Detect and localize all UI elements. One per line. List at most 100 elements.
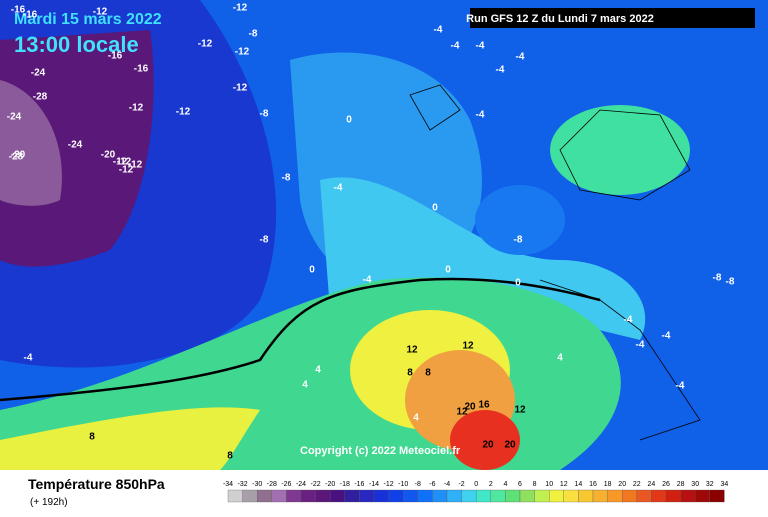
scale-cell <box>461 489 477 503</box>
scale-cell <box>344 489 360 503</box>
forecast-time: 13:00 locale <box>14 32 139 57</box>
scale-label: 20 <box>618 481 626 488</box>
scale-label: 26 <box>662 481 670 488</box>
scale-cell <box>388 489 404 503</box>
contour-label: -8 <box>713 273 722 284</box>
scale-label: 28 <box>677 481 685 488</box>
contour-label: 8 <box>227 451 233 462</box>
scale-cell <box>446 489 462 503</box>
scale-label: -8 <box>415 481 421 488</box>
scale-cell <box>271 489 287 503</box>
scale-cell <box>651 489 667 503</box>
contour-label: -8 <box>249 29 258 40</box>
footer-title: Température 850hPa <box>28 476 165 492</box>
contour-label: -28 <box>9 152 24 163</box>
scale-label: 8 <box>533 481 537 488</box>
contour-label: -4 <box>496 65 505 76</box>
contour-label: -12 <box>128 160 143 171</box>
mild-area-east <box>550 105 690 195</box>
contour-label: -8 <box>282 173 291 184</box>
scale-cell <box>578 489 594 503</box>
scale-label: -26 <box>281 481 291 488</box>
contour-label: -12 <box>233 3 248 14</box>
scale-cell <box>403 489 418 503</box>
contour-label: 20 <box>482 440 494 451</box>
scale-cell <box>432 489 448 503</box>
contour-label: 12 <box>406 345 418 356</box>
scale-label: 24 <box>648 481 656 488</box>
scale-cell <box>636 489 652 503</box>
coldest-area <box>0 80 62 206</box>
hottest-area <box>450 410 520 470</box>
scale-label: -16 <box>354 481 364 488</box>
contour-label: -4 <box>476 41 485 52</box>
contour-label: -24 <box>7 112 22 123</box>
scale-cell <box>607 489 623 503</box>
contour-label: 12 <box>462 341 474 352</box>
contour-label: -4 <box>662 331 671 342</box>
contour-label: -20 <box>11 150 26 161</box>
scale-label: -18 <box>340 481 350 488</box>
scale-label: -24 <box>296 481 306 488</box>
contour-label: -8 <box>260 109 269 120</box>
scale-cell <box>695 489 710 503</box>
contour-label: 0 <box>432 203 438 214</box>
contour-label: -4 <box>363 275 372 286</box>
scale-cell <box>227 489 243 503</box>
scale-label: 30 <box>691 481 699 488</box>
scale-cell <box>709 489 725 503</box>
scale-label: 4 <box>503 481 507 488</box>
scale-label: -30 <box>252 481 262 488</box>
contour-label: -24 <box>31 68 46 79</box>
scale-label: -2 <box>458 481 464 488</box>
footer-subtitle: (+ 192h) <box>30 497 68 508</box>
contour-label: -4 <box>676 381 685 392</box>
scale-label: 10 <box>545 481 553 488</box>
contour-label: -12 <box>119 165 134 176</box>
contour-label: 4 <box>315 365 321 376</box>
contour-label: -8 <box>514 235 523 246</box>
contour-label: -4 <box>476 110 485 121</box>
contour-label: -16 <box>23 10 38 21</box>
contour-label: 4 <box>302 380 308 391</box>
contour-label: 0 <box>346 115 352 126</box>
contour-label: -12 <box>176 107 191 118</box>
contour-label: -20 <box>101 150 116 161</box>
scale-cell <box>622 489 637 503</box>
contour-label: 12 <box>456 407 468 418</box>
contour-label: 20 <box>464 402 476 413</box>
scale-label: -34 <box>223 481 233 488</box>
scale-label: -20 <box>325 481 335 488</box>
scale-label: 0 <box>474 481 478 488</box>
copyright: Copyright (c) 2022 Meteociel.fr <box>300 445 461 457</box>
contour-label: -4 <box>24 353 33 364</box>
contour-label: -12 <box>198 39 213 50</box>
contour-label: 16 <box>478 400 490 411</box>
contour-label: -4 <box>636 340 645 351</box>
contour-label: -4 <box>434 25 443 36</box>
contour-label: 20 <box>504 440 516 451</box>
contour-label: -8 <box>726 277 735 288</box>
scale-cell <box>505 489 521 503</box>
scale-cell <box>300 489 316 503</box>
scale-label: 22 <box>633 481 641 488</box>
scale-label: -22 <box>311 481 321 488</box>
contour-label: -12 <box>233 83 248 94</box>
contour-label: 0 <box>515 278 521 289</box>
scale-label: -10 <box>398 481 408 488</box>
scale-cell <box>563 489 579 503</box>
scale-cell <box>257 489 272 503</box>
scale-cell <box>592 489 608 503</box>
scale-label: -4 <box>444 481 450 488</box>
contour-label: -12 <box>129 103 144 114</box>
scale-cell <box>330 489 345 503</box>
contour-label: -4 <box>334 183 343 194</box>
scale-cell <box>549 489 564 503</box>
contour-label: -4 <box>624 315 633 326</box>
scale-cell <box>373 489 389 503</box>
zero-isotherm <box>0 277 601 402</box>
contour-label: 8 <box>407 368 413 379</box>
contour-label: 0 <box>309 265 315 276</box>
contour-label: 12 <box>514 405 526 416</box>
contour-label: 4 <box>557 353 563 364</box>
